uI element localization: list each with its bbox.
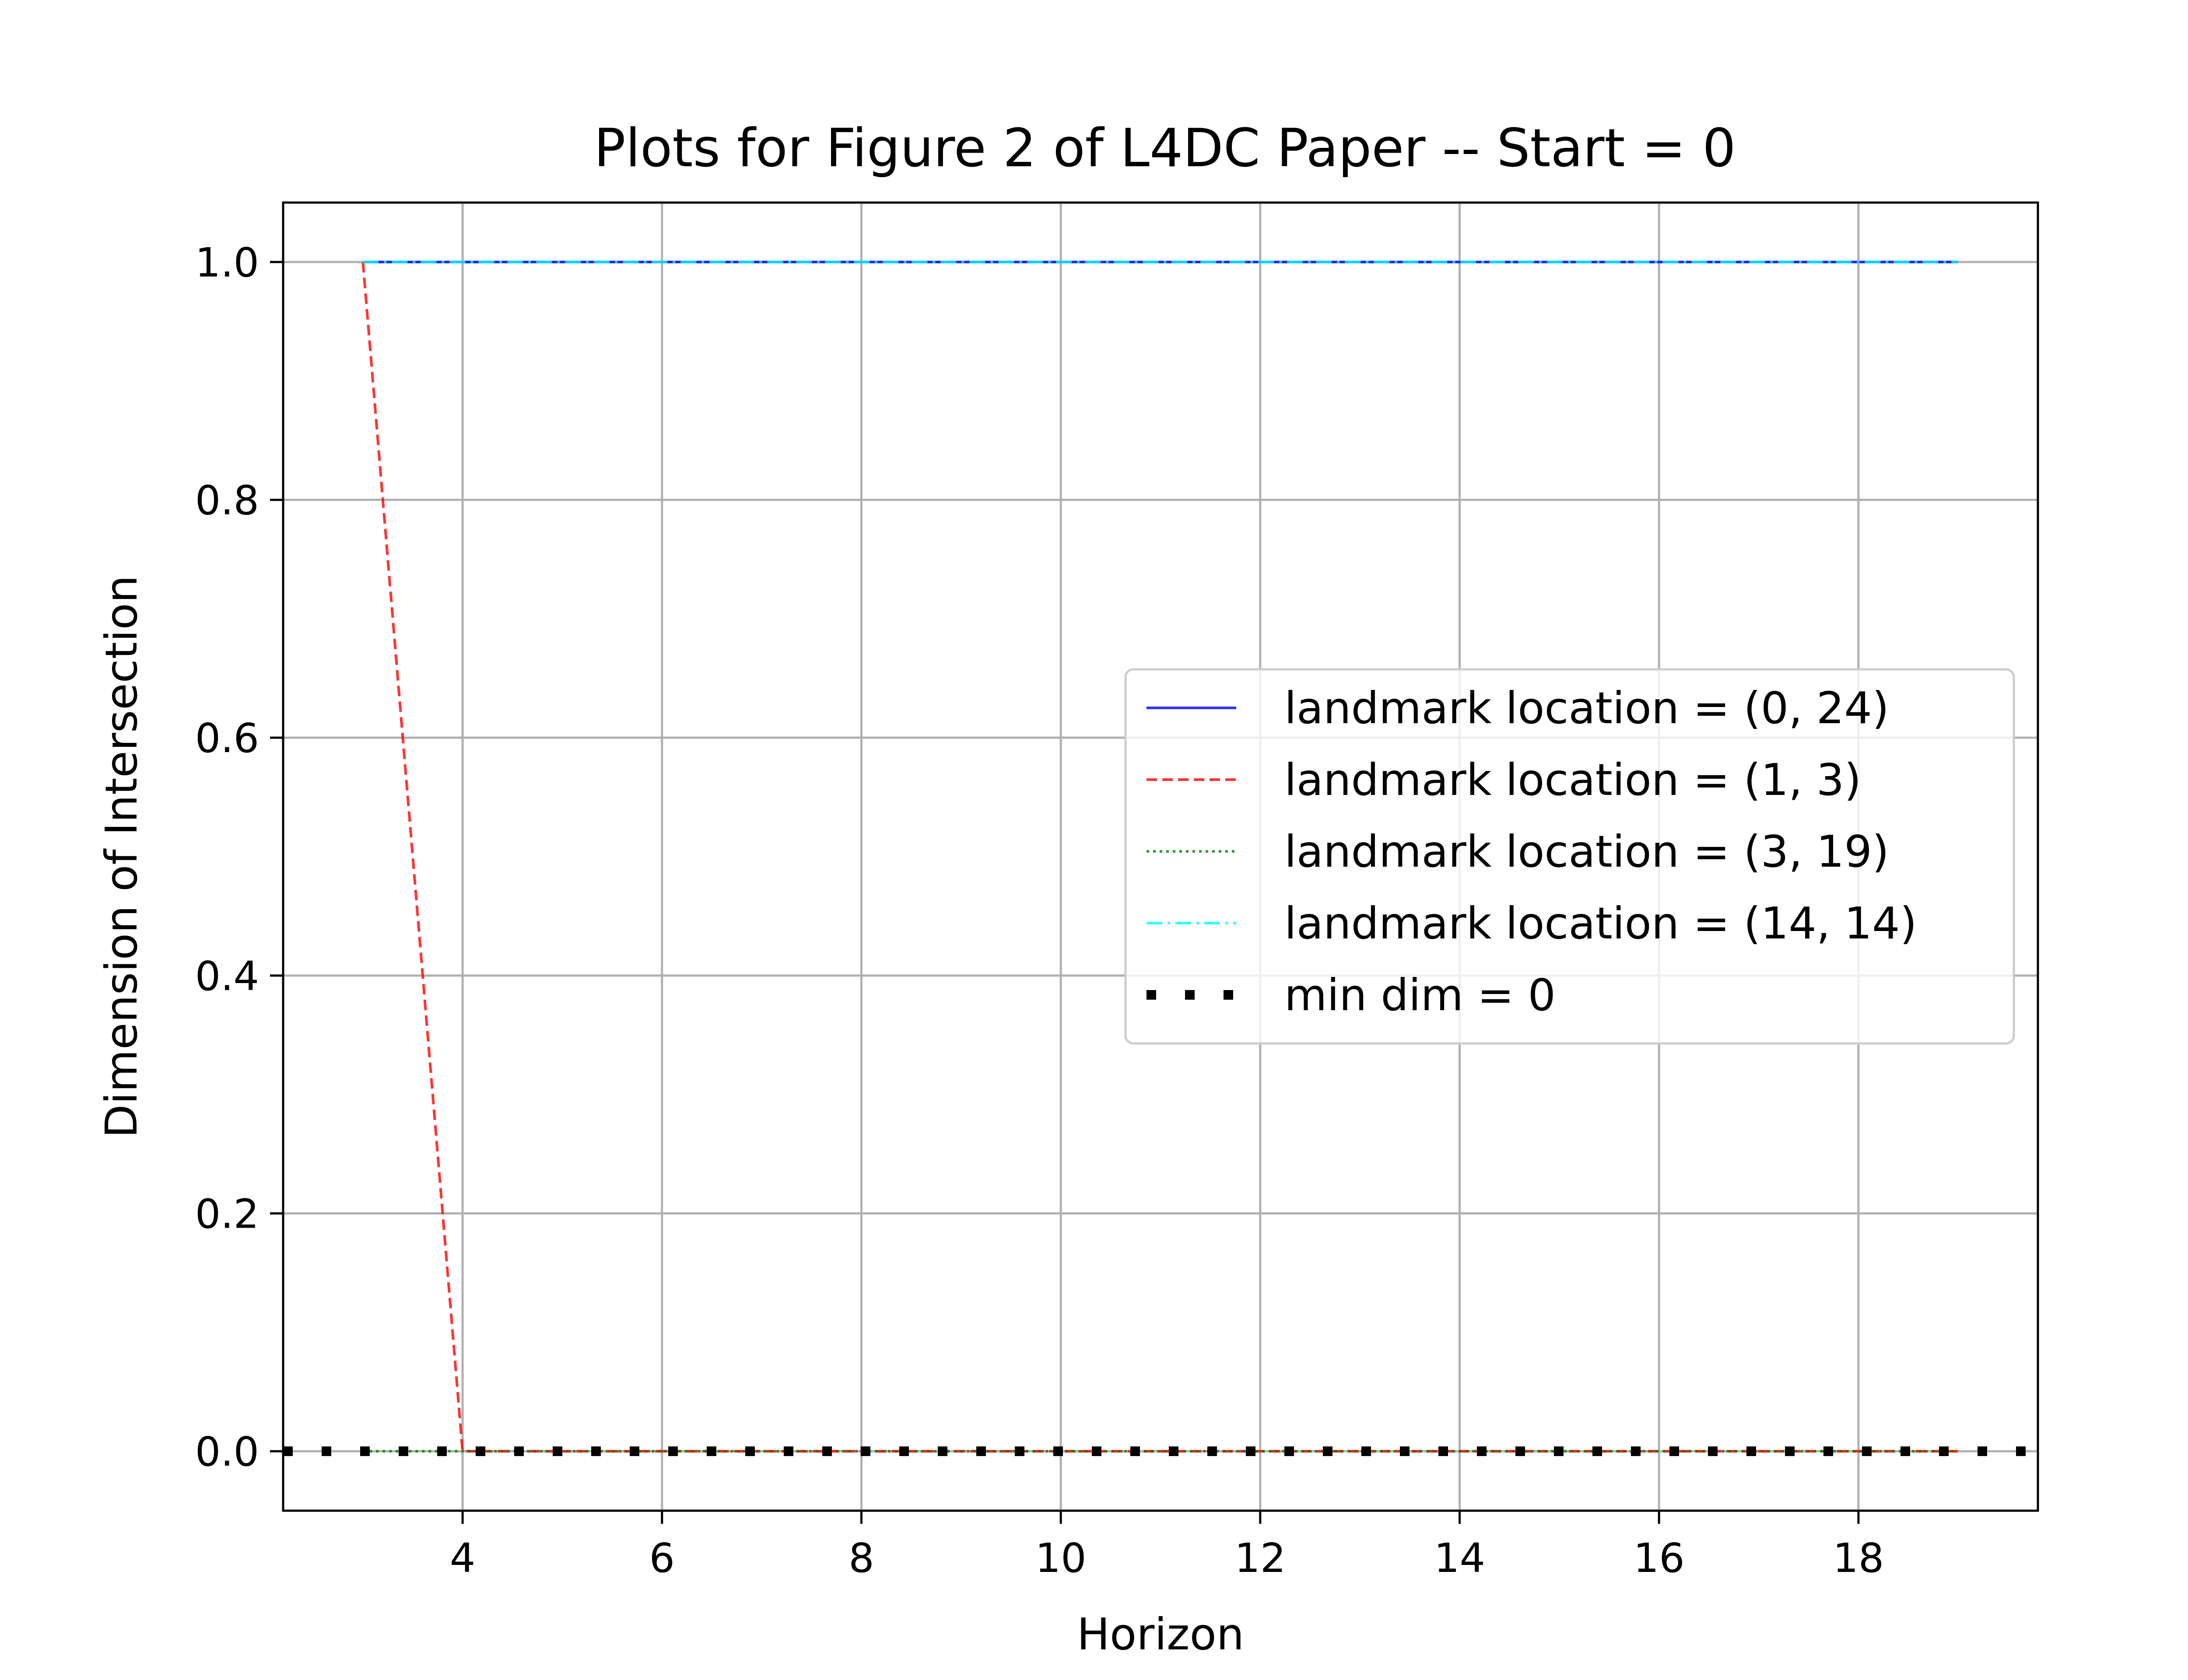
y-tick-label: 0.0 (195, 1428, 259, 1475)
x-tick-label: 6 (649, 1535, 675, 1582)
legend-label-0: landmark location = (0, 24) (1284, 682, 1889, 734)
plot-frame (282, 201, 2039, 1512)
chart-title: Plots for Figure 2 of L4DC Paper -- Star… (594, 118, 1736, 179)
y-tick-label: 0.2 (195, 1190, 259, 1237)
y-tick-label: 0.6 (195, 715, 259, 762)
legend: landmark location = (0, 24) landmark loca… (1124, 668, 2015, 1045)
y-tick-label: 0.4 (195, 953, 259, 1000)
x-tick-label: 8 (849, 1535, 874, 1582)
x-tick-label: 10 (1035, 1535, 1087, 1582)
series-layer (283, 260, 2038, 1456)
y-axis-label: Dimension of Intersection (96, 575, 147, 1138)
y-tick-label: 0.8 (195, 477, 259, 524)
legend-label-2: landmark location = (3, 19) (1284, 826, 1889, 877)
x-tick-label: 4 (450, 1535, 476, 1582)
legend-label-1: landmark location = (1, 3) (1284, 754, 1861, 805)
x-tick-label: 18 (1833, 1535, 1884, 1582)
legend-box (1124, 668, 2015, 1045)
y-tick-label: 1.0 (195, 239, 259, 286)
legend-label-4: min dim = 0 (1284, 970, 1556, 1021)
x-axis-ticks: 4 6 8 10 12 14 16 18 (450, 1511, 1884, 1582)
x-tick-label: 16 (1634, 1535, 1685, 1582)
legend-label-3: landmark location = (14, 14) (1284, 898, 1917, 949)
y-axis-ticks: 0.0 0.2 0.4 0.6 0.8 1.0 (195, 239, 283, 1475)
x-tick-label: 12 (1234, 1535, 1286, 1582)
series-line-1 (361, 262, 1958, 1453)
x-axis-label: Horizon (1077, 1609, 1244, 1660)
x-tick-label: 14 (1434, 1535, 1485, 1582)
